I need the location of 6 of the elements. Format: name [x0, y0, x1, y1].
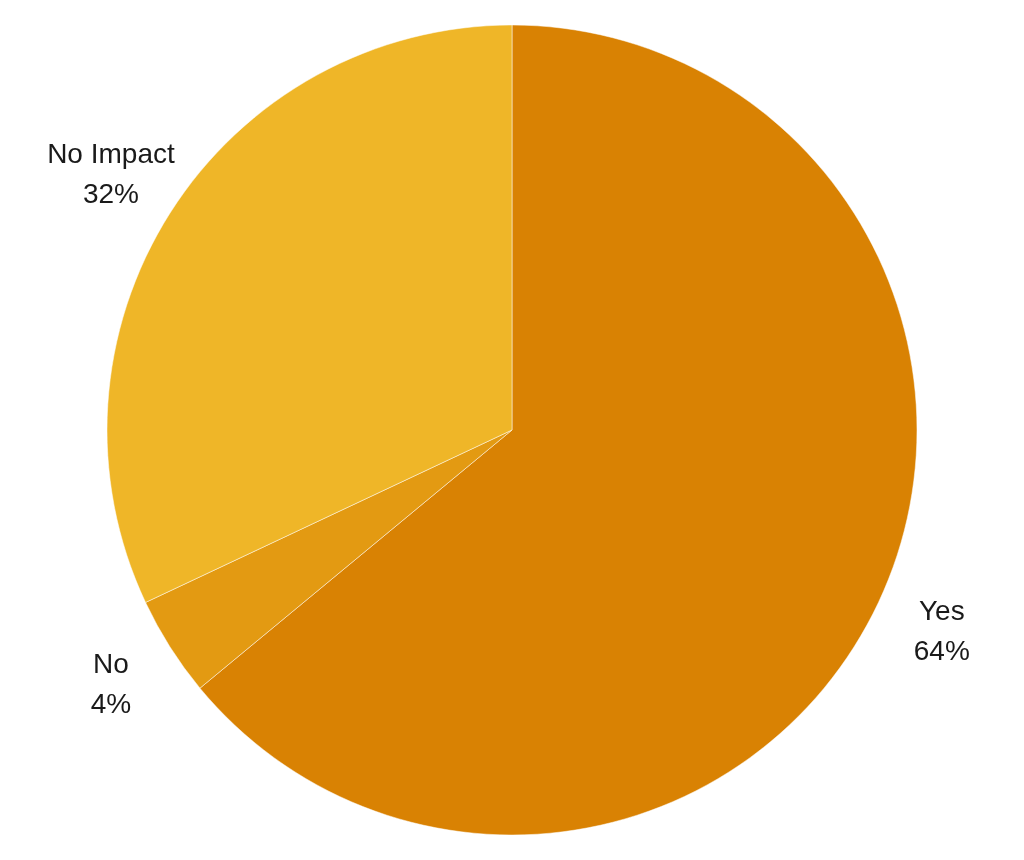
data-label: 32% [82, 178, 139, 210]
data-label: 4% [90, 687, 132, 719]
slice-label: No Impact [47, 138, 175, 170]
data-label: 64% [913, 635, 970, 667]
slice-label: No [93, 647, 129, 679]
slice-label: Yes [918, 595, 965, 627]
